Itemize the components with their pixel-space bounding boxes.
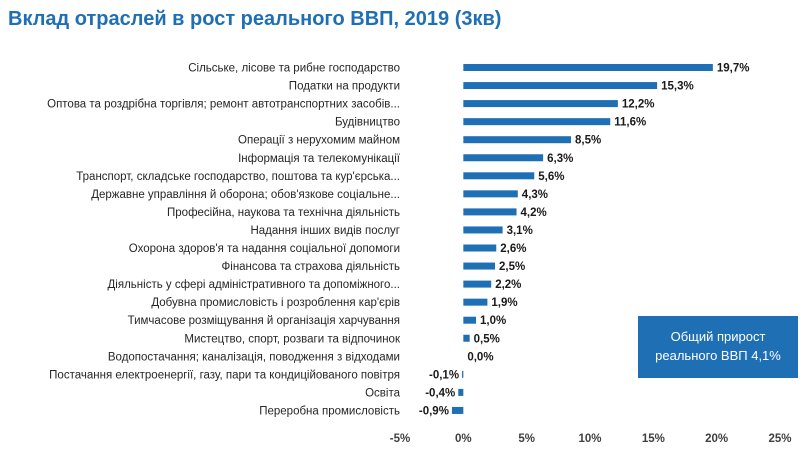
bar-14: [463, 298, 488, 306]
bar-16: [463, 334, 470, 342]
category-label: Фінансова та страхова діяльність: [222, 261, 400, 273]
bar-6: [463, 154, 544, 162]
value-label: 0,0%: [467, 351, 493, 363]
bar-19: [458, 388, 464, 396]
bar-8: [463, 190, 518, 198]
value-label: 6,3%: [547, 153, 573, 165]
x-tick-label: 25%: [768, 433, 791, 445]
category-label: Мистецтво, спорт, розваги та відпочинок: [184, 333, 401, 345]
category-label: Сільське, лісове та рибне господарство: [188, 63, 400, 75]
x-tick-label: 5%: [518, 433, 535, 445]
value-label: 11,6%: [614, 117, 646, 129]
total-growth-callout: Общий прирост реального ВВП 4,1%: [638, 316, 798, 378]
category-label: Будівництво: [335, 117, 400, 129]
bar-7: [463, 172, 535, 180]
value-label: 5,6%: [538, 171, 564, 183]
chart-title: Вклад отраслей в рост реального ВВП, 201…: [8, 8, 502, 30]
callout-line-1: Общий прирост: [670, 329, 766, 345]
value-label: 3,1%: [507, 225, 533, 237]
category-label: Добувна промисловість і розроблення кар'…: [151, 297, 400, 309]
bar-20: [451, 406, 464, 414]
value-label: 12,2%: [622, 99, 655, 111]
category-label: Надання інших видів послуг: [250, 225, 400, 237]
value-label: 4,3%: [522, 189, 548, 201]
value-label: 2,5%: [499, 261, 525, 273]
category-label: Водопостачання; каналізація, поводження …: [108, 351, 400, 363]
x-tick-label: 20%: [705, 433, 728, 445]
category-label: Державне управління й оборона; обов'язко…: [91, 189, 400, 201]
value-label: 19,7%: [717, 63, 750, 75]
bar-4: [463, 118, 611, 126]
x-tick-label: 10%: [578, 433, 601, 445]
category-label: Професійна, наукова та технічна діяльніс…: [167, 207, 400, 219]
value-label: 4,2%: [521, 207, 547, 219]
category-label: Оптова та роздрібна торгівля; ремонт авт…: [47, 99, 400, 111]
value-label: 1,9%: [491, 297, 517, 309]
category-label: Операції з нерухомим майном: [238, 135, 400, 147]
category-label: Освіта: [365, 387, 400, 399]
callout-line-2: реального ВВП 4,1%: [655, 348, 781, 363]
value-label: 0,5%: [474, 333, 500, 345]
value-label: 1,0%: [480, 315, 506, 327]
bar-15: [463, 316, 476, 324]
bar-2: [463, 82, 658, 90]
category-label: Тимчасове розміщування й організація хар…: [128, 315, 400, 327]
bar-9: [463, 208, 517, 216]
category-label: Транспорт, складське господарство, пошто…: [76, 171, 400, 183]
bar-5: [463, 136, 571, 144]
value-label: 8,5%: [575, 135, 601, 147]
bar-13: [463, 280, 492, 288]
bar-18: [462, 370, 464, 378]
category-label: Охорона здоров'я та надання соціальної д…: [129, 243, 400, 255]
bar-3: [463, 100, 618, 108]
x-tick-label: 15%: [642, 433, 665, 445]
value-label: 2,2%: [495, 279, 521, 291]
bar-12: [463, 262, 495, 270]
category-label: Постачання електроенергії, газу, пари та…: [49, 369, 400, 381]
category-label: Податки на продукти: [289, 81, 400, 93]
value-label: -0,1%: [429, 369, 459, 381]
bar-1: [463, 64, 713, 71]
category-label: Діяльність у сфері адміністративного та …: [108, 279, 400, 291]
value-label: -0,9%: [419, 405, 449, 417]
category-label: Переробна промисловість: [259, 405, 400, 417]
value-label: -0,4%: [425, 387, 455, 399]
x-tick-label: -5%: [390, 433, 410, 445]
category-label: Інформація та телекомунікації: [238, 153, 401, 165]
value-label: 15,3%: [661, 81, 694, 93]
value-label: 2,6%: [500, 243, 526, 255]
bar-10: [463, 226, 503, 234]
bar-11: [463, 244, 497, 252]
x-tick-label: 0%: [455, 433, 472, 445]
